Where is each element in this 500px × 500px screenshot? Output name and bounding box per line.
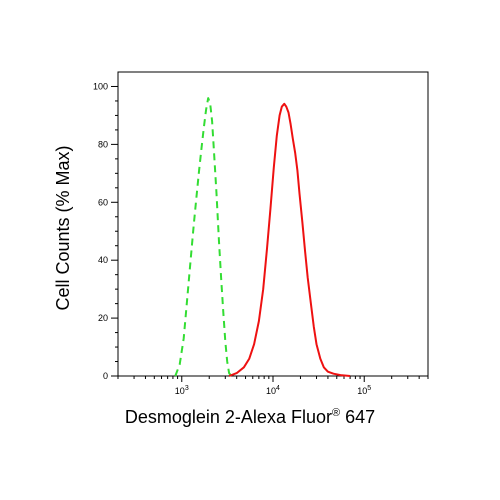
- x-axis-title-text: Desmoglein 2-Alexa Fluor: [124, 407, 332, 427]
- registered-mark: ®: [331, 407, 341, 419]
- y-tick-label: 40: [98, 255, 108, 265]
- y-tick-label: 60: [98, 197, 108, 207]
- y-axis-title: Cell Counts (% Max): [53, 145, 73, 310]
- y-tick-label: 80: [98, 139, 108, 149]
- x-axis-title-suffix: 647: [340, 407, 376, 427]
- x-tick-label: 103: [175, 385, 189, 396]
- y-tick-label: 100: [93, 81, 108, 91]
- plot-series: [174, 97, 351, 377]
- x-axis-title: Desmoglein 2-Alexa Fluor® 647: [0, 407, 500, 428]
- plot-border: [117, 71, 429, 377]
- sample-histogram-line: [228, 102, 351, 377]
- control-histogram-line: [174, 97, 233, 377]
- y-tick-label: 0: [103, 371, 108, 381]
- x-tick-label: 105: [357, 385, 371, 396]
- y-tick-label: 20: [98, 313, 108, 323]
- x-axis: 103 104 105: [117, 376, 429, 396]
- x-tick-label: 104: [266, 385, 280, 396]
- plot-frame: [117, 71, 429, 377]
- y-axis: 0 20 40 60 80 100: [93, 81, 118, 381]
